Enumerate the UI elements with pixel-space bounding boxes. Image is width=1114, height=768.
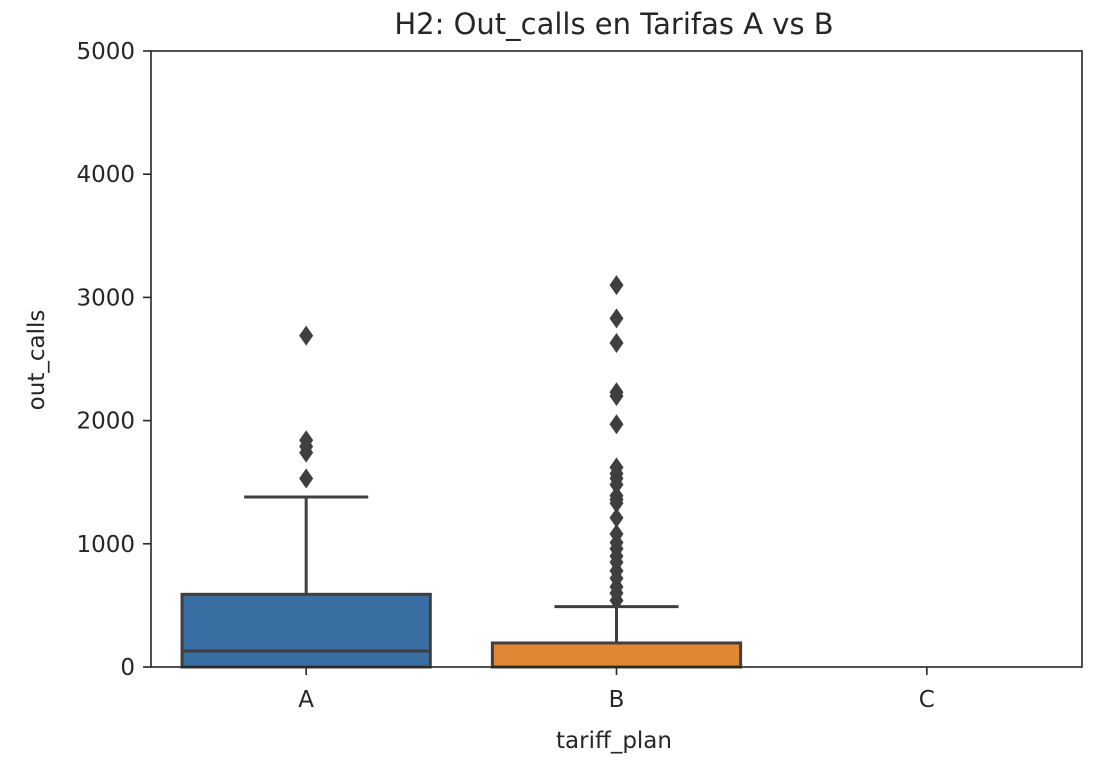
y-tick-label: 5000 xyxy=(76,39,135,65)
box-B-outlier-point xyxy=(609,414,624,435)
box-A-outlier-point xyxy=(299,430,314,451)
y-axis-label: out_calls xyxy=(24,310,50,411)
box-B-outlier-point xyxy=(609,485,624,506)
box-B-outlier-point xyxy=(609,332,624,353)
box-B-outlier-point xyxy=(609,507,624,528)
box-A-outlier-point xyxy=(299,325,314,346)
box-B-outlier-point xyxy=(609,523,624,544)
x-tick-label: A xyxy=(298,687,314,713)
chart-title: H2: Out_calls en Tarifas A vs B xyxy=(394,7,833,41)
plot-area: 0 1000 2000 3000 4000 5000 A B C xyxy=(76,39,1083,713)
x-axis-label: tariff_plan xyxy=(556,728,672,754)
box-B-iqr xyxy=(490,641,743,669)
axes-frame xyxy=(150,50,1083,668)
x-tick-label: B xyxy=(609,687,625,713)
y-tick-label: 2000 xyxy=(76,409,135,435)
y-tick-label: 3000 xyxy=(76,285,135,311)
box-A-iqr xyxy=(180,592,432,669)
y-tick-label: 1000 xyxy=(76,532,135,558)
box-B-outlier-point xyxy=(609,275,624,296)
x-tick-label: C xyxy=(919,687,935,713)
box-B-outlier-point xyxy=(609,382,624,403)
box-B-outlier-point xyxy=(609,457,624,478)
box-B-outlier-point xyxy=(609,308,624,329)
y-tick-label: 0 xyxy=(120,655,135,681)
y-tick-label: 4000 xyxy=(76,162,135,188)
box-A-outlier-point xyxy=(299,468,314,489)
